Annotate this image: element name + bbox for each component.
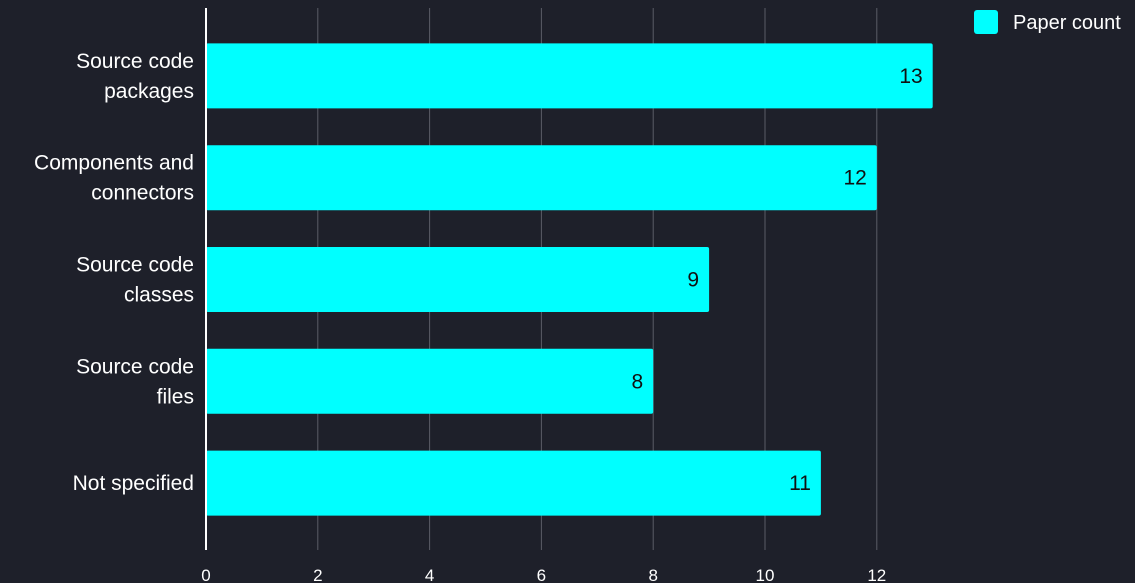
x-tick-label: 8: [648, 566, 657, 583]
data-label: 12: [843, 167, 866, 190]
x-tick-label: 0: [201, 566, 210, 583]
x-tick-label: 2: [313, 566, 322, 583]
legend: Paper count: [974, 10, 1121, 34]
category-label-line: Components and: [34, 152, 194, 175]
category-label: Components and connectors: [34, 152, 194, 205]
category-label-line: Source code: [76, 50, 194, 73]
bar: [206, 247, 710, 312]
category-label: Source code classes: [76, 254, 194, 307]
data-label: 8: [632, 370, 644, 393]
legend-swatch: [974, 10, 998, 34]
x-tick-label: 4: [425, 566, 434, 583]
bar: [206, 450, 821, 516]
bar: [206, 145, 877, 211]
category-label-line: files: [157, 385, 194, 408]
bar: [206, 348, 654, 414]
legend-label: Paper count: [1013, 12, 1121, 34]
category-label-line: connectors: [91, 182, 194, 205]
x-tick-label: 6: [537, 566, 546, 583]
category-label-line: classes: [124, 284, 194, 307]
category-label-line: Source code: [76, 254, 194, 277]
category-label: Source code packages: [76, 50, 194, 103]
category-label-line: packages: [104, 80, 194, 103]
x-tick-label: 12: [867, 566, 886, 583]
x-tick-label: 10: [756, 566, 775, 583]
category-labels: Source code packages Components and connect…: [34, 50, 194, 495]
bar: [206, 43, 933, 109]
category-label-line: Not specified: [73, 472, 194, 495]
bars: 13 12 9 8 11: [206, 43, 933, 516]
category-label: Source code files: [76, 355, 194, 408]
category-label-line: Source code: [76, 355, 194, 378]
data-label: 13: [899, 65, 922, 88]
data-label: 9: [687, 269, 699, 292]
data-label: 11: [789, 472, 811, 495]
category-label: Not specified: [73, 472, 194, 495]
axes: 0 2 4 6 8 10 12: [201, 8, 886, 583]
